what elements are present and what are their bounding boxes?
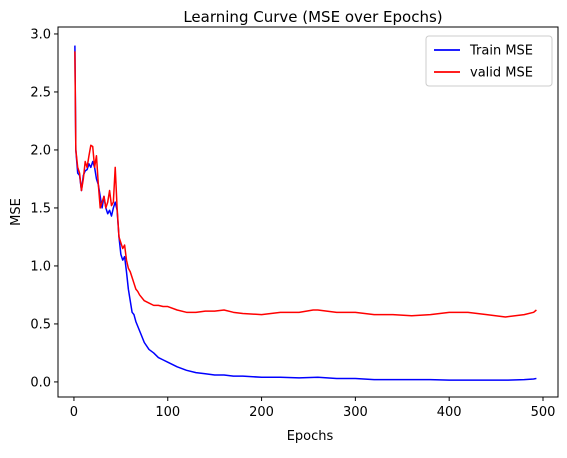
x-tick-label: 200 <box>249 405 274 420</box>
y-axis-label: MSE <box>9 198 24 226</box>
y-tick-label: 2.5 <box>30 85 51 100</box>
plot-frame <box>57 26 559 398</box>
y-tick-label: 1.5 <box>30 201 51 216</box>
x-tick-label: 100 <box>155 405 180 420</box>
x-tick-label: 400 <box>437 405 462 420</box>
x-axis-label: Epochs <box>287 429 334 444</box>
y-tick-label: 0.0 <box>30 375 51 390</box>
legend-box <box>425 35 553 87</box>
plot-area: 0 100 200 300 400 500 0.0 0.5 1.0 1.5 2.0 2.5 3.0 <box>30 26 559 420</box>
legend-label: valid MSE <box>470 66 533 81</box>
y-tick-label: 2.0 <box>30 143 51 158</box>
series-line-train-mse <box>74 45 537 381</box>
x-tick-label: 0 <box>70 405 78 420</box>
y-tick-label: 3.0 <box>30 27 51 42</box>
series-line-valid-mse <box>74 51 537 318</box>
legend: Train MSE valid MSE <box>425 35 553 87</box>
x-tick-label: 300 <box>343 405 368 420</box>
x-tick-label: 500 <box>531 405 556 420</box>
legend-label: Train MSE <box>469 44 533 59</box>
y-tick-label: 0.5 <box>30 317 51 332</box>
y-tick-label: 1.0 <box>30 259 51 274</box>
chart-title: Learning Curve (MSE over Epochs) <box>183 8 442 26</box>
